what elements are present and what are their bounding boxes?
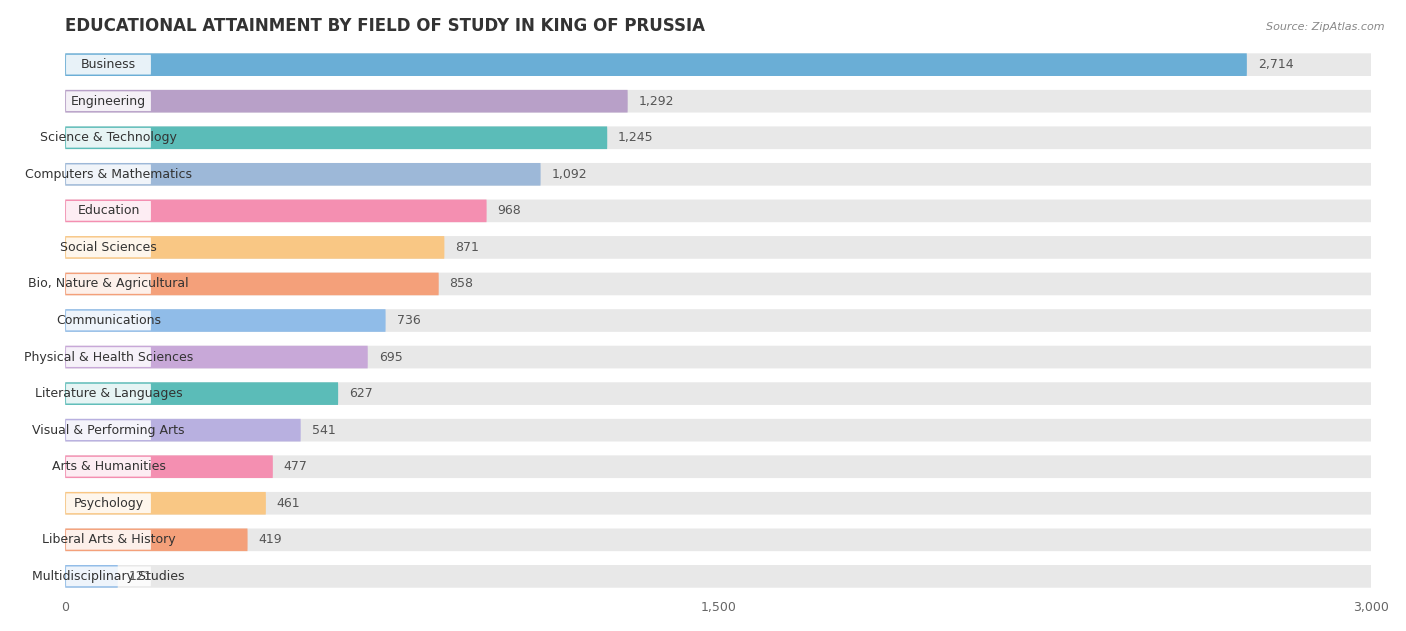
FancyBboxPatch shape [66, 567, 150, 586]
FancyBboxPatch shape [65, 199, 486, 222]
FancyBboxPatch shape [65, 382, 339, 405]
FancyBboxPatch shape [65, 54, 1371, 76]
FancyBboxPatch shape [65, 163, 541, 186]
FancyBboxPatch shape [65, 199, 1371, 222]
FancyBboxPatch shape [65, 309, 1371, 332]
Text: 461: 461 [277, 497, 301, 510]
FancyBboxPatch shape [65, 382, 1371, 405]
Text: 541: 541 [312, 423, 336, 437]
FancyBboxPatch shape [66, 493, 150, 513]
Text: 968: 968 [498, 204, 522, 217]
Text: Bio, Nature & Agricultural: Bio, Nature & Agricultural [28, 278, 188, 290]
FancyBboxPatch shape [65, 419, 301, 442]
FancyBboxPatch shape [65, 456, 273, 478]
FancyBboxPatch shape [65, 492, 1371, 515]
Text: Education: Education [77, 204, 139, 217]
FancyBboxPatch shape [66, 165, 150, 184]
FancyBboxPatch shape [66, 530, 150, 550]
FancyBboxPatch shape [65, 273, 1371, 295]
FancyBboxPatch shape [65, 273, 439, 295]
FancyBboxPatch shape [65, 90, 627, 112]
FancyBboxPatch shape [66, 237, 150, 257]
Text: 2,714: 2,714 [1258, 58, 1294, 71]
FancyBboxPatch shape [65, 456, 1371, 478]
Text: 858: 858 [450, 278, 474, 290]
FancyBboxPatch shape [65, 90, 1371, 112]
FancyBboxPatch shape [65, 163, 1371, 186]
Text: Communications: Communications [56, 314, 160, 327]
FancyBboxPatch shape [66, 347, 150, 367]
Text: EDUCATIONAL ATTAINMENT BY FIELD OF STUDY IN KING OF PRUSSIA: EDUCATIONAL ATTAINMENT BY FIELD OF STUDY… [65, 16, 706, 35]
FancyBboxPatch shape [65, 126, 1371, 149]
Text: Arts & Humanities: Arts & Humanities [52, 460, 166, 473]
Text: 419: 419 [259, 533, 283, 546]
Text: 121: 121 [129, 570, 152, 583]
Text: Literature & Languages: Literature & Languages [35, 387, 183, 400]
Text: Science & Technology: Science & Technology [39, 131, 177, 144]
FancyBboxPatch shape [65, 492, 266, 515]
Text: Psychology: Psychology [73, 497, 143, 510]
Text: Engineering: Engineering [70, 95, 146, 108]
FancyBboxPatch shape [66, 201, 150, 221]
FancyBboxPatch shape [65, 309, 385, 332]
Text: 1,092: 1,092 [551, 168, 588, 181]
FancyBboxPatch shape [66, 310, 150, 331]
FancyBboxPatch shape [66, 55, 150, 74]
Text: 477: 477 [284, 460, 308, 473]
Text: Source: ZipAtlas.com: Source: ZipAtlas.com [1267, 22, 1385, 32]
Text: Social Sciences: Social Sciences [60, 241, 157, 254]
FancyBboxPatch shape [65, 126, 607, 149]
FancyBboxPatch shape [66, 420, 150, 440]
Text: Visual & Performing Arts: Visual & Performing Arts [32, 423, 184, 437]
FancyBboxPatch shape [65, 529, 247, 551]
Text: Liberal Arts & History: Liberal Arts & History [42, 533, 176, 546]
Text: Computers & Mathematics: Computers & Mathematics [25, 168, 193, 181]
Text: Business: Business [82, 58, 136, 71]
Text: 695: 695 [378, 351, 402, 363]
Text: 736: 736 [396, 314, 420, 327]
FancyBboxPatch shape [65, 236, 444, 259]
FancyBboxPatch shape [66, 128, 150, 148]
FancyBboxPatch shape [66, 384, 150, 403]
FancyBboxPatch shape [65, 346, 1371, 369]
FancyBboxPatch shape [66, 91, 150, 111]
FancyBboxPatch shape [65, 54, 1247, 76]
FancyBboxPatch shape [66, 457, 150, 476]
FancyBboxPatch shape [65, 236, 1371, 259]
Text: 1,292: 1,292 [638, 95, 673, 108]
FancyBboxPatch shape [65, 565, 1371, 587]
FancyBboxPatch shape [65, 565, 118, 587]
Text: Physical & Health Sciences: Physical & Health Sciences [24, 351, 193, 363]
Text: Multidisciplinary Studies: Multidisciplinary Studies [32, 570, 184, 583]
Text: 1,245: 1,245 [619, 131, 654, 144]
Text: 627: 627 [349, 387, 373, 400]
FancyBboxPatch shape [66, 274, 150, 294]
FancyBboxPatch shape [65, 346, 368, 369]
Text: 871: 871 [456, 241, 479, 254]
FancyBboxPatch shape [65, 419, 1371, 442]
FancyBboxPatch shape [65, 529, 1371, 551]
